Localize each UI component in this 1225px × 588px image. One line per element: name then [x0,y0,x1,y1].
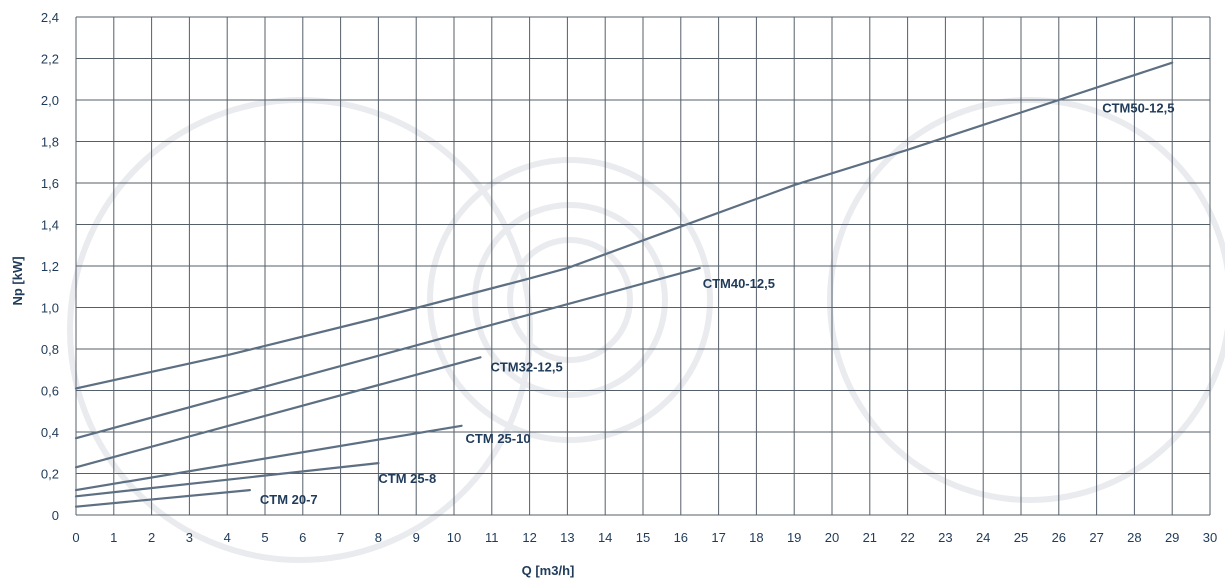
x-tick-label: 23 [938,530,952,545]
x-axis-title: Q [m3/h] [522,563,575,578]
x-tick-label: 12 [522,530,536,545]
series-line [74,489,251,508]
x-tick-label: 28 [1127,530,1141,545]
x-tick-label: 14 [598,530,612,545]
x-tick-label: 7 [337,530,344,545]
x-tick-label: 15 [636,530,650,545]
series-label: CTM32-12,5 [490,359,562,374]
x-tick-label: 11 [485,530,499,545]
y-tick-label: 0,4 [41,425,59,440]
x-tick-label: 16 [674,530,688,545]
x-tick-label: 4 [224,530,231,545]
x-tick-label: 26 [1052,530,1066,545]
x-tick-label: 17 [711,530,725,545]
x-tick-label: 19 [787,530,801,545]
y-tick-label: 1,4 [41,218,59,233]
x-tick-label: 8 [375,530,382,545]
x-tick-label: 27 [1089,530,1103,545]
grid [75,16,1211,516]
y-tick-label: 1,2 [41,259,59,274]
series-labels: CTM 20-7 CTM 25-8 CTM 25-10 CTM32-12,5 CTM40… [260,101,1175,507]
series-label: CTM 20-7 [260,492,318,507]
y-tick-label: 2,2 [41,52,59,67]
x-tick-label: 18 [749,530,763,545]
x-tick-label: 21 [863,530,877,545]
y-tick-label: 0,6 [41,384,59,399]
series-line [74,61,1174,390]
series-line [74,266,701,440]
series-line [74,462,380,498]
series-label: CTM 25-10 [466,431,531,446]
x-tick-label: 25 [1014,530,1028,545]
x-tick-label: 5 [261,530,268,545]
x-tick-label: 3 [186,530,193,545]
y-axis-title: Np [kW] [10,256,25,305]
series-line [74,356,482,469]
y-tick-label: 1,6 [41,176,59,191]
y-tick-label: 2,4 [41,10,59,25]
y-tick-label: 1,0 [41,301,59,316]
x-tick-label: 30 [1203,530,1217,545]
x-tick-label: 22 [900,530,914,545]
x-tick-label: 1 [110,530,117,545]
tick-labels: 0 1 2 3 4 5 6 7 8 9 10 11 12 13 14 15 16 17 18 19 20 21 22 23 24… [41,10,1217,545]
x-tick-label: 0 [72,530,79,545]
x-tick-label: 20 [825,530,839,545]
watermark-circle [67,97,533,563]
y-tick-label: 0 [52,508,59,523]
series-lines [74,61,1174,508]
y-tick-label: 2,0 [41,93,59,108]
watermark-circle [427,157,713,443]
watermark-circle [472,202,668,398]
x-tick-label: 6 [299,530,306,545]
series-line [74,424,463,492]
series-label: CTM 25-8 [378,471,436,486]
y-tick-label: 1,8 [41,135,59,150]
watermark-circle [827,97,1225,503]
watermark-circle [507,237,633,363]
series-label: CTM40-12,5 [703,276,775,291]
series-label: CTM50-12,5 [1102,101,1174,116]
y-tick-label: 0,2 [41,467,59,482]
x-tick-label: 10 [447,530,461,545]
x-tick-label: 24 [976,530,990,545]
x-tick-label: 9 [413,530,420,545]
x-tick-label: 2 [148,530,155,545]
x-tick-label: 13 [560,530,574,545]
y-tick-label: 0,8 [41,342,59,357]
x-tick-label: 29 [1165,530,1179,545]
